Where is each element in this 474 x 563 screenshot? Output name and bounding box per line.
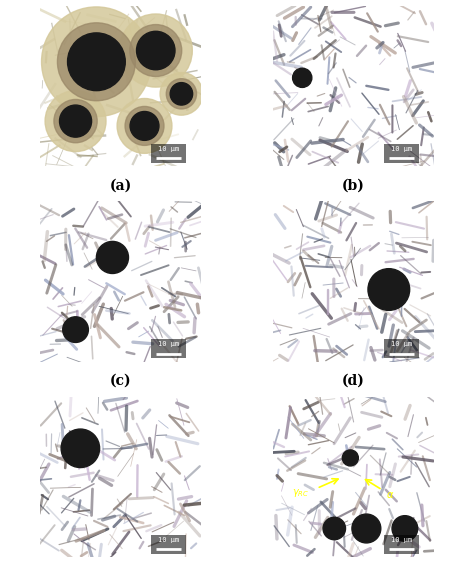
FancyBboxPatch shape: [151, 144, 186, 163]
Circle shape: [292, 68, 312, 87]
Text: (c): (c): [109, 374, 131, 388]
FancyBboxPatch shape: [151, 339, 186, 359]
Circle shape: [42, 7, 151, 117]
Circle shape: [45, 91, 106, 151]
Circle shape: [352, 514, 381, 543]
FancyBboxPatch shape: [384, 144, 419, 163]
Text: (d): (d): [342, 374, 365, 388]
Circle shape: [63, 317, 88, 342]
Circle shape: [117, 99, 172, 153]
Circle shape: [342, 450, 358, 466]
Circle shape: [67, 33, 125, 91]
Text: $\gamma_{RC}$: $\gamma_{RC}$: [292, 487, 309, 499]
Circle shape: [368, 269, 410, 310]
Text: 10 μm: 10 μm: [158, 341, 179, 347]
Text: $\alpha$: $\alpha$: [386, 490, 394, 500]
Text: 10 μm: 10 μm: [158, 146, 179, 151]
Text: 10 μm: 10 μm: [158, 537, 179, 543]
Circle shape: [323, 517, 346, 540]
FancyBboxPatch shape: [384, 535, 419, 554]
Text: 10 μm: 10 μm: [391, 537, 412, 543]
FancyBboxPatch shape: [384, 339, 419, 359]
Circle shape: [392, 516, 418, 542]
Circle shape: [61, 429, 100, 467]
Circle shape: [54, 100, 97, 143]
FancyBboxPatch shape: [151, 535, 186, 554]
Circle shape: [57, 23, 136, 101]
Text: 10 μm: 10 μm: [391, 341, 412, 347]
Circle shape: [166, 79, 197, 109]
Text: (a): (a): [109, 178, 132, 193]
Circle shape: [160, 73, 203, 115]
Circle shape: [130, 111, 159, 140]
Text: 10 μm: 10 μm: [391, 146, 412, 151]
Text: (b): (b): [342, 178, 365, 193]
Circle shape: [137, 32, 175, 70]
Circle shape: [96, 242, 128, 274]
Circle shape: [170, 83, 192, 105]
Circle shape: [130, 25, 182, 77]
Circle shape: [119, 14, 192, 87]
Circle shape: [125, 106, 164, 145]
Circle shape: [60, 105, 91, 137]
